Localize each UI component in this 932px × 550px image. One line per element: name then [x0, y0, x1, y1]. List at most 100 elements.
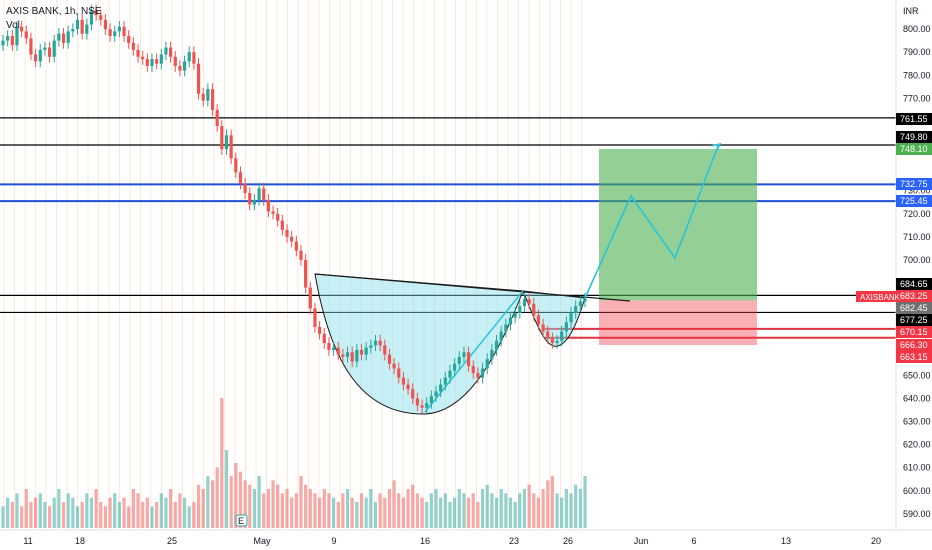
- candle[interactable]: [206, 89, 210, 101]
- candle[interactable]: [6, 36, 10, 41]
- candle[interactable]: [43, 47, 47, 50]
- candle[interactable]: [318, 326, 322, 334]
- candle[interactable]: [280, 220, 284, 230]
- candle[interactable]: [220, 126, 224, 150]
- candle[interactable]: [215, 109, 219, 127]
- candle[interactable]: [569, 313, 573, 323]
- candle[interactable]: [443, 377, 447, 385]
- candle[interactable]: [29, 38, 33, 55]
- candle[interactable]: [448, 370, 452, 378]
- trend-segment[interactable]: [424, 290, 524, 413]
- candle[interactable]: [536, 315, 541, 325]
- candle[interactable]: [345, 352, 350, 357]
- candle[interactable]: [425, 403, 429, 408]
- candle[interactable]: [499, 331, 503, 341]
- candle[interactable]: [20, 26, 24, 32]
- candle[interactable]: [508, 317, 513, 325]
- candle[interactable]: [415, 398, 419, 406]
- candle[interactable]: [406, 384, 410, 390]
- candle[interactable]: [122, 26, 126, 37]
- candle[interactable]: [467, 352, 471, 367]
- candle[interactable]: [103, 19, 108, 30]
- candle[interactable]: [336, 347, 340, 355]
- candle[interactable]: [471, 366, 475, 374]
- candle[interactable]: [196, 63, 201, 94]
- candle[interactable]: [527, 299, 531, 304]
- candle[interactable]: [192, 52, 196, 64]
- candle[interactable]: [108, 29, 112, 37]
- candle[interactable]: [331, 347, 336, 350]
- candle[interactable]: [290, 236, 294, 242]
- candle[interactable]: [262, 188, 266, 200]
- candle[interactable]: [52, 40, 56, 57]
- candle[interactable]: [150, 59, 154, 67]
- candle[interactable]: [257, 188, 261, 200]
- candle[interactable]: [145, 59, 149, 67]
- candle[interactable]: [546, 331, 550, 339]
- candle[interactable]: [369, 345, 373, 348]
- candle[interactable]: [304, 259, 308, 288]
- candle[interactable]: [355, 349, 359, 362]
- candle[interactable]: [490, 349, 494, 360]
- candle[interactable]: [229, 135, 233, 159]
- candle[interactable]: [248, 192, 252, 205]
- candle[interactable]: [578, 301, 582, 307]
- candle[interactable]: [15, 26, 19, 46]
- candle[interactable]: [392, 363, 396, 369]
- candle[interactable]: [117, 26, 121, 32]
- candle[interactable]: [159, 54, 163, 64]
- candle[interactable]: [518, 306, 522, 314]
- candle[interactable]: [187, 52, 191, 62]
- candle[interactable]: [532, 303, 536, 316]
- candle[interactable]: [522, 299, 527, 307]
- candle[interactable]: [113, 31, 117, 37]
- neckline[interactable]: [314, 273, 631, 302]
- candle[interactable]: [276, 213, 280, 221]
- candle[interactable]: [61, 33, 66, 43]
- candle[interactable]: [136, 49, 140, 57]
- candle[interactable]: [429, 396, 433, 404]
- candle[interactable]: [420, 405, 424, 408]
- candle[interactable]: [178, 66, 182, 71]
- candle[interactable]: [322, 333, 326, 344]
- candle[interactable]: [201, 93, 205, 101]
- candle[interactable]: [401, 377, 406, 385]
- candle[interactable]: [85, 24, 89, 34]
- candle[interactable]: [224, 135, 229, 150]
- candle[interactable]: [308, 287, 312, 309]
- candle[interactable]: [80, 19, 84, 34]
- candle[interactable]: [164, 47, 168, 55]
- candle[interactable]: [131, 42, 135, 50]
- candle[interactable]: [99, 15, 103, 20]
- candle[interactable]: [169, 47, 173, 57]
- candle[interactable]: [94, 10, 98, 16]
- candle[interactable]: [155, 59, 159, 64]
- candle[interactable]: [373, 340, 378, 346]
- projection-line[interactable]: [584, 145, 719, 299]
- candle[interactable]: [480, 368, 485, 378]
- candle[interactable]: [327, 343, 331, 350]
- candle[interactable]: [564, 322, 568, 332]
- candle[interactable]: [75, 19, 80, 30]
- candle[interactable]: [38, 49, 42, 62]
- candle[interactable]: [266, 199, 270, 212]
- candle[interactable]: [439, 384, 443, 392]
- candle[interactable]: [210, 89, 215, 110]
- candle[interactable]: [485, 359, 489, 369]
- candle[interactable]: [574, 306, 578, 314]
- candle[interactable]: [550, 338, 555, 344]
- profit-zone[interactable]: [599, 148, 757, 301]
- candle[interactable]: [10, 36, 14, 46]
- candle[interactable]: [243, 183, 247, 193]
- loss-zone[interactable]: [599, 300, 757, 345]
- candle[interactable]: [1, 40, 5, 46]
- candle[interactable]: [434, 391, 438, 397]
- candle[interactable]: [560, 331, 564, 341]
- candle[interactable]: [66, 31, 70, 43]
- candle[interactable]: [294, 241, 298, 251]
- candle[interactable]: [182, 61, 187, 71]
- candle[interactable]: [173, 56, 177, 67]
- candle[interactable]: [24, 31, 28, 39]
- candle[interactable]: [397, 368, 401, 378]
